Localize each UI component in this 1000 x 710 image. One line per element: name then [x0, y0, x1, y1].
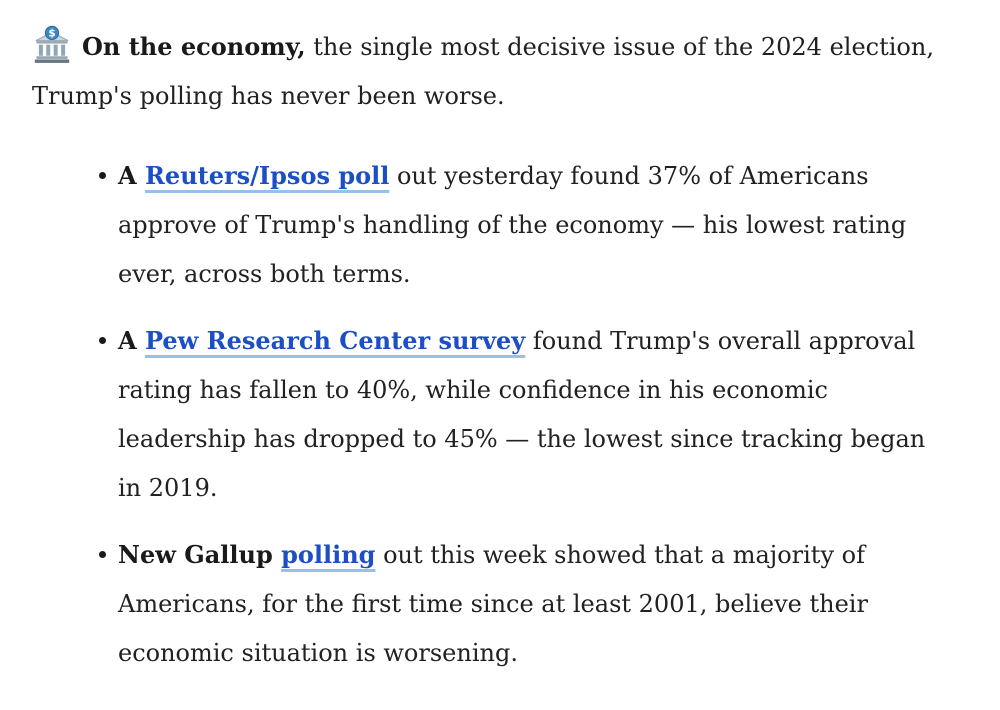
intro-rest: the single most decisive issue of the 20…: [32, 33, 934, 110]
bullet-list: A Reuters/Ipsos poll out yesterday found…: [32, 151, 970, 678]
intro-lead: On the economy,: [82, 32, 306, 61]
list-item-pew: A Pew Research Center survey found Trump…: [99, 316, 946, 513]
bullet-text: found Trump's overall approval rating ha…: [118, 327, 926, 502]
reuters-ipsos-poll-link[interactable]: Reuters/Ipsos poll: [144, 161, 390, 190]
svg-text:$: $: [48, 28, 55, 40]
bullet-text: out this week showed that a majority of …: [118, 541, 868, 667]
bank-emoji: $: [32, 24, 72, 64]
intro-paragraph: $ On the economy, the single most decisi…: [32, 22, 970, 121]
bullet-text: out yesterday found 37% of Americans app…: [118, 162, 907, 288]
bullet-lead: New Gallup: [118, 540, 282, 569]
article-body: $ On the economy, the single most decisi…: [32, 22, 970, 678]
list-item-reuters: A Reuters/Ipsos poll out yesterday found…: [99, 151, 946, 299]
bullet-lead: A: [118, 326, 145, 355]
gallup-polling-link[interactable]: polling: [281, 540, 376, 569]
pew-research-survey-link[interactable]: Pew Research Center survey: [144, 326, 526, 355]
bullet-lead: A: [118, 161, 145, 190]
list-item-gallup: New Gallup polling out this week showed …: [99, 530, 946, 678]
